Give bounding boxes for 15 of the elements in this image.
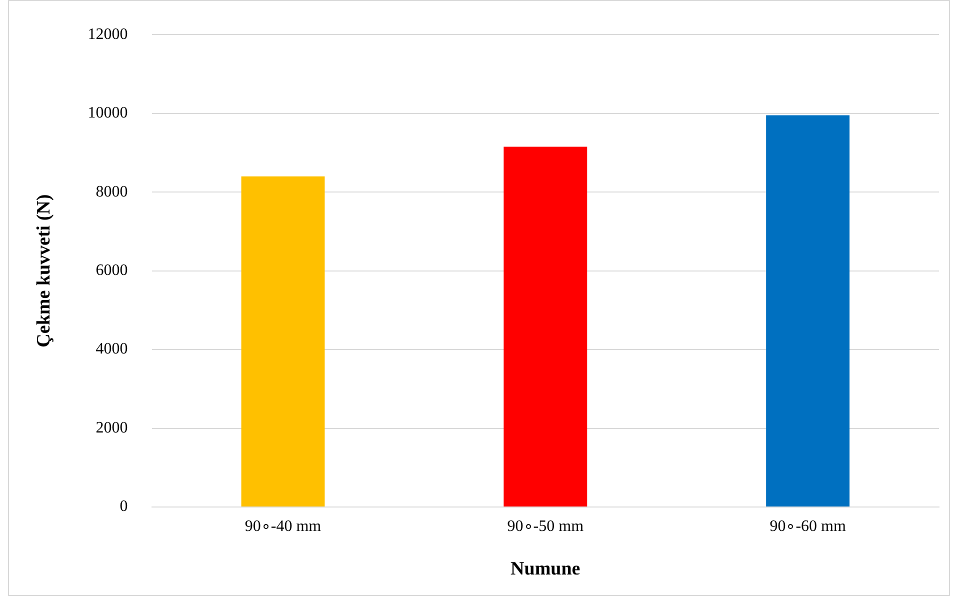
y-tick-label: 6000 — [96, 262, 128, 280]
bar — [766, 115, 850, 506]
bar — [504, 146, 588, 506]
y-tick-label: 8000 — [96, 183, 128, 200]
x-axis-title: Numune — [510, 558, 580, 580]
x-tick-label: 90∘-40 mm — [244, 518, 322, 535]
y-tick-label: 4000 — [96, 340, 128, 358]
bar — [241, 176, 325, 506]
x-tick-label: 90∘-60 mm — [770, 518, 846, 535]
y-tick-label: 0 — [120, 498, 128, 516]
y-tick-label: 10000 — [88, 104, 128, 122]
y-tick-label: 2000 — [96, 419, 128, 436]
y-axis-title: Çekme kuvveti (N) — [33, 194, 54, 348]
y-tick-label: 12000 — [88, 26, 128, 43]
x-tick-label: 90∘-50 mm — [507, 518, 584, 535]
